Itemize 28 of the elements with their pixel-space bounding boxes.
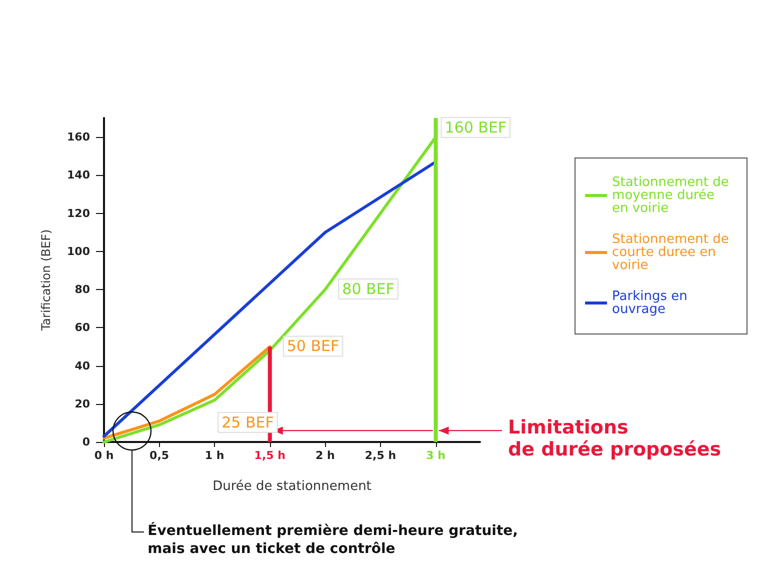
annotation: 25 BEF xyxy=(222,413,274,432)
y-tick-label: 140 xyxy=(67,168,90,182)
y-tick-label: 40 xyxy=(74,359,90,372)
x-tick-label: 1,5 h xyxy=(254,449,286,462)
x-tick-label: 0 h xyxy=(94,449,114,462)
y-tick-label: 0 xyxy=(82,436,90,448)
text: Éventuellement première demi-heure gratuite, mais avec un ticket de contrôle xyxy=(148,522,518,557)
y-tick-label: 80 xyxy=(74,283,90,296)
y-tick-label: 20 xyxy=(74,397,90,410)
x-axis-title: Durée de stationnement xyxy=(212,479,372,494)
legend-label: Stationnement de courte duree en voirie xyxy=(612,232,733,273)
x-tick-label: 2 h xyxy=(316,449,335,462)
y-tick-label: 60 xyxy=(74,321,90,334)
y-tick-label: 160 xyxy=(67,130,90,144)
x-tick-label: 3 h xyxy=(426,449,446,462)
x-tick-label: 1 h xyxy=(204,449,224,462)
x-tick-label: 0,5 xyxy=(150,449,170,462)
annotation: 50 BEF xyxy=(286,337,340,356)
line-series xyxy=(102,345,272,440)
y-tick-label: 120 xyxy=(67,206,90,220)
legend-label: Stationnement de moyenne durée en voirie xyxy=(612,175,733,216)
y-axis-title: Tarification (BEF) xyxy=(39,229,53,332)
annotation: 160 BEF xyxy=(444,118,507,136)
x-tick-label: 2,5 h xyxy=(364,449,396,462)
annotation: 80 BEF xyxy=(342,280,394,298)
annotation: Limitations de durée proposées xyxy=(508,416,722,461)
legend-label: Parkings en ouvrage xyxy=(612,289,692,317)
y-tick-label: 100 xyxy=(67,244,90,258)
